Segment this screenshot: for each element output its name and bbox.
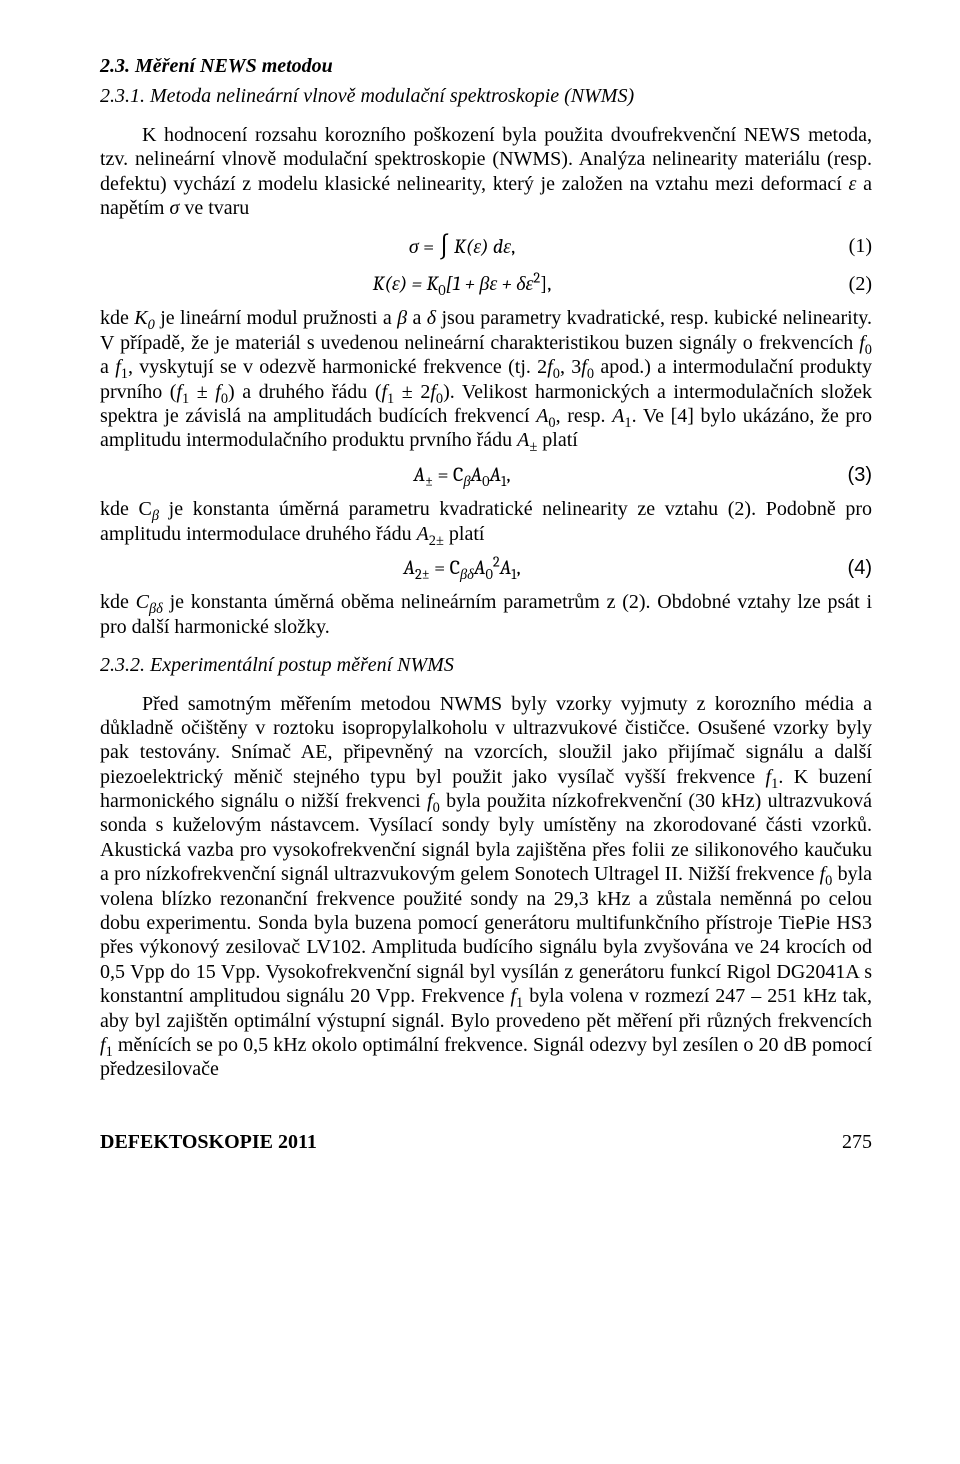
eq4-A: A bbox=[403, 556, 415, 579]
paragraph-4: kde Cβδ je konstanta úměrná oběma neline… bbox=[100, 590, 872, 639]
equation-1-number: (1) bbox=[824, 234, 872, 258]
eq3-A0: A bbox=[471, 463, 483, 486]
equation-2-body: K(ε) = K0[1 + βε + δε2], bbox=[100, 272, 824, 296]
subsection-heading-2: 2.3.2. Experimentální postup měření NWMS bbox=[100, 653, 872, 677]
eq4-2pm: 2± bbox=[415, 566, 430, 583]
eq3-sub0: 0 bbox=[482, 473, 489, 490]
equation-2: K(ε) = K0[1 + βε + δε2], (2) bbox=[100, 272, 872, 296]
footer-title: DEFEKTOSKOPIE 2011 bbox=[100, 1130, 317, 1154]
p2-c: a bbox=[407, 307, 427, 329]
eq1-d: dε bbox=[493, 235, 511, 258]
p2-f: , vyskytují se v odezvě harmonické frekv… bbox=[128, 356, 547, 378]
p5-f: měnících se po 0,5 kHz okolo optimální f… bbox=[100, 1034, 872, 1080]
p2-o: platí bbox=[537, 429, 578, 451]
eq4-eq: = C bbox=[430, 556, 460, 579]
eq3-beta: β bbox=[463, 473, 470, 490]
p2-k: ± 2 bbox=[394, 381, 430, 403]
eq3-A1: A bbox=[490, 463, 502, 486]
p1-sigma: σ bbox=[169, 197, 179, 219]
p2-e: a bbox=[100, 356, 115, 378]
p2-beta: β bbox=[397, 307, 407, 329]
p2-Apm: A bbox=[517, 429, 529, 451]
p2-j: ) a druhého řádu ( bbox=[228, 381, 381, 403]
p2-K0: K bbox=[134, 307, 147, 329]
subsection-heading-1: 2.3.1. Metoda nelineární vlnově modulačn… bbox=[100, 84, 872, 108]
p5-a: Před samotným měřením metodou NWMS byly … bbox=[100, 693, 872, 788]
paragraph-5: Před samotným měřením metodou NWMS byly … bbox=[100, 692, 872, 1082]
eq1-eq: = bbox=[419, 235, 439, 258]
page-number: 275 bbox=[842, 1130, 872, 1154]
eq2-end: ], bbox=[540, 272, 551, 295]
section-heading: 2.3. Měření NEWS metodou bbox=[100, 54, 872, 78]
equation-3-number: (3) bbox=[824, 463, 872, 487]
p2-b: je lineární modul pružnosti a bbox=[155, 307, 397, 329]
eq4-A0: A bbox=[474, 556, 486, 579]
equation-4: A2± = CβδA02A1, (4) bbox=[100, 556, 872, 580]
p1-text-c: ve tvaru bbox=[179, 197, 249, 219]
page-footer: DEFEKTOSKOPIE 2011 275 bbox=[100, 1130, 872, 1154]
eq4-bd: βδ bbox=[460, 566, 474, 583]
p3-c: platí bbox=[444, 523, 485, 545]
p3-A2pm-sub: 2± bbox=[429, 533, 444, 549]
equation-3-body: A± = CβA0A1, bbox=[100, 463, 824, 487]
eq1-sigma: σ bbox=[409, 235, 419, 258]
integral-icon: ∫ bbox=[439, 232, 450, 264]
p2-delta: δ bbox=[427, 307, 436, 329]
p2-i: ± bbox=[189, 381, 215, 403]
eq3-eq: = C bbox=[433, 463, 463, 486]
eq1-K: K(ε) bbox=[450, 235, 493, 258]
p2-m: , resp. bbox=[556, 405, 613, 427]
p2-A0: A bbox=[536, 405, 548, 427]
eq1-comma: , bbox=[511, 235, 515, 258]
equation-2-number: (2) bbox=[824, 272, 872, 296]
p4-Cbd: C bbox=[136, 591, 149, 613]
eq3-pm: ± bbox=[425, 473, 433, 490]
p1-text-a: K hodnocení rozsahu korozního poškození … bbox=[100, 124, 872, 195]
eq4-sup2: 2 bbox=[493, 553, 500, 570]
paragraph-2: kde K0 je lineární modul pružnosti a β a… bbox=[100, 306, 872, 452]
p4-a: kde bbox=[100, 591, 136, 613]
equation-3: A± = CβA0A1, (3) bbox=[100, 463, 872, 487]
eq3-comma: , bbox=[506, 463, 510, 486]
equation-4-number: (4) bbox=[824, 556, 872, 580]
p2-A1-sub: 1 bbox=[624, 415, 631, 431]
equation-4-body: A2± = CβδA02A1, bbox=[100, 556, 824, 580]
eq4-sub0: 0 bbox=[485, 566, 492, 583]
paragraph-3: kde Cβ je konstanta úměrná parametru kva… bbox=[100, 497, 872, 546]
equation-1: σ = ∫ K(ε) dε, (1) bbox=[100, 230, 872, 262]
p2-g: , 3 bbox=[560, 356, 581, 378]
p2-a: kde bbox=[100, 307, 134, 329]
p3-A2pm: A bbox=[417, 523, 429, 545]
eq2-bracket: [1 + βε + δε bbox=[446, 272, 534, 295]
p3-a: kde C bbox=[100, 498, 152, 520]
eq4-A1: A bbox=[500, 556, 512, 579]
paragraph-1: K hodnocení rozsahu korozního poškození … bbox=[100, 123, 872, 221]
equation-1-body: σ = ∫ K(ε) dε, bbox=[100, 230, 824, 262]
p2-A1: A bbox=[612, 405, 624, 427]
eq2-K: K(ε) = K bbox=[373, 272, 439, 295]
eq3-A: A bbox=[414, 463, 426, 486]
eq4-comma: , bbox=[516, 556, 520, 579]
p3-b: je konstanta úměrná parametru kvadratick… bbox=[100, 498, 872, 544]
p4-b: je konstanta úměrná oběma nelineárním pa… bbox=[100, 591, 872, 637]
eq2-sub0: 0 bbox=[438, 282, 445, 299]
